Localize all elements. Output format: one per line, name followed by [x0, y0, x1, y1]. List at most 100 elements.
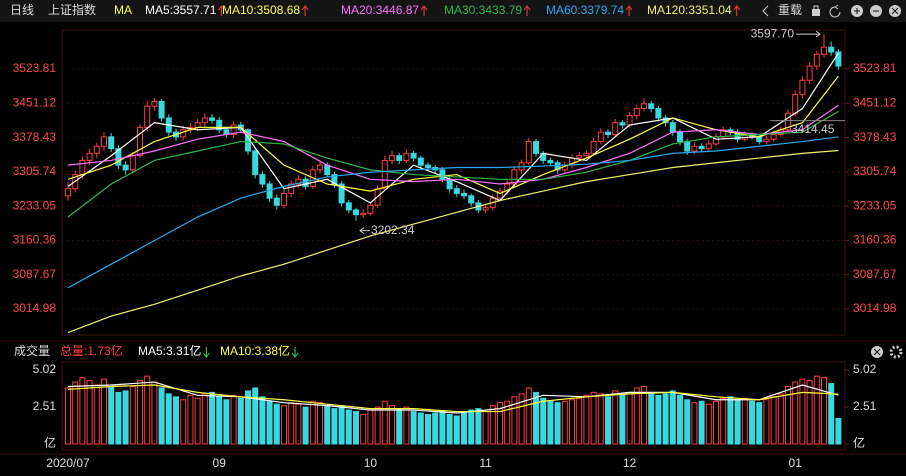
volume-bar — [597, 393, 604, 445]
candle-body — [360, 212, 367, 216]
legend-entry: MA10:3508.68 — [222, 3, 300, 17]
candle-body — [129, 155, 136, 171]
y-tick-label: 亿 — [853, 435, 865, 450]
volume-title: 成交量 — [14, 343, 50, 358]
volume-bar — [209, 391, 215, 445]
candle-body — [367, 204, 374, 214]
arrow-up — [733, 5, 741, 16]
candle-body — [338, 183, 345, 204]
panel-settings[interactable] — [889, 345, 903, 359]
volume-bar — [835, 417, 842, 445]
volume-bar — [554, 402, 561, 445]
volume-bar — [381, 400, 388, 445]
volume-bar — [684, 399, 691, 445]
y-tick-label: 3014.98 — [13, 301, 57, 315]
volume-bar — [828, 383, 835, 445]
volume-bar — [309, 400, 316, 445]
candle-body — [590, 141, 597, 154]
candle-body — [806, 65, 813, 81]
candle-body — [698, 145, 705, 150]
volume-bar — [799, 378, 806, 445]
prev-icon[interactable] — [762, 5, 769, 17]
volume-bar — [410, 411, 417, 445]
candle-body — [230, 124, 237, 135]
volume-bar — [259, 396, 266, 445]
volume-bar — [489, 405, 496, 445]
ma-line — [67, 110, 839, 218]
candle-body — [705, 143, 712, 150]
candle-body — [417, 157, 424, 166]
candle-body — [86, 152, 93, 161]
volume-bar — [792, 381, 799, 445]
volume-bar — [201, 393, 208, 445]
volume-bar — [389, 405, 395, 445]
candle-body — [201, 117, 208, 124]
candle-body — [756, 136, 763, 143]
y-tick-label: 3014.98 — [853, 301, 897, 315]
candle-body — [403, 152, 410, 161]
candle-body — [835, 51, 842, 67]
volume-bar — [173, 396, 179, 445]
legend-entry: MA30:3433.79 — [444, 3, 522, 17]
volume-bar — [324, 405, 331, 445]
volume-bar — [806, 380, 813, 445]
y-tick-label: 5.02 — [853, 362, 877, 376]
ref-label: 3414.45 — [791, 122, 835, 136]
indicator[interactable]: MA — [114, 3, 132, 17]
volume-bar — [561, 400, 568, 445]
candle-body — [324, 164, 331, 176]
candle-body — [468, 195, 475, 204]
volume-bar — [518, 393, 525, 445]
volume-bar — [252, 387, 259, 445]
volume-bar — [266, 400, 273, 445]
volume-bar — [345, 409, 352, 445]
y-tick-label: 3305.74 — [13, 164, 57, 178]
volume-bar — [691, 402, 698, 445]
arrow-down — [202, 347, 210, 358]
ma-line — [67, 149, 839, 334]
x-tick-label: 2020/07 — [46, 456, 90, 470]
volume-bar — [633, 387, 640, 445]
y-tick-label: 3160.36 — [13, 233, 57, 247]
volume-bar — [93, 384, 100, 445]
candle-body — [331, 174, 338, 185]
candle-body — [605, 131, 611, 135]
candle-body — [158, 100, 165, 119]
volume-bar — [511, 396, 518, 445]
y-tick-label: 3233.05 — [13, 198, 57, 212]
candle-body — [497, 190, 503, 199]
cross — [873, 348, 881, 356]
lock-icon[interactable] — [812, 9, 820, 16]
candle-body — [93, 145, 100, 154]
arrow-up — [217, 5, 225, 16]
volume-bar — [698, 400, 705, 445]
candle-body — [583, 152, 590, 157]
volume-bar — [756, 402, 763, 445]
volume-bar — [540, 397, 547, 445]
y-tick-label: 3378.43 — [853, 130, 897, 144]
arrow-head — [815, 30, 821, 38]
period[interactable]: 日线 — [10, 3, 34, 17]
candle-body — [381, 159, 388, 190]
y-tick-label: 3087.67 — [13, 267, 57, 281]
volume-bar — [417, 412, 424, 445]
volume-bar — [720, 397, 727, 445]
volume-bar — [785, 385, 791, 445]
symbol[interactable]: 上证指数 — [48, 2, 96, 17]
refresh-icon[interactable] — [829, 4, 841, 18]
volume-bar — [425, 414, 431, 445]
candle-body — [547, 159, 554, 164]
candle-body — [619, 122, 626, 126]
volume-bar — [504, 400, 511, 445]
legend-entry: MA120:3351.04 — [647, 3, 732, 17]
y-tick-label: 3233.05 — [853, 198, 897, 212]
volume-bar — [770, 396, 777, 445]
legend-entry: MA5:3557.71 — [145, 3, 217, 17]
candle-body — [576, 155, 583, 159]
reload[interactable]: 重载 — [778, 3, 802, 17]
candle-body — [65, 188, 71, 197]
ma-line — [67, 381, 839, 414]
candle-body — [216, 119, 223, 131]
volume-bar — [432, 412, 439, 445]
